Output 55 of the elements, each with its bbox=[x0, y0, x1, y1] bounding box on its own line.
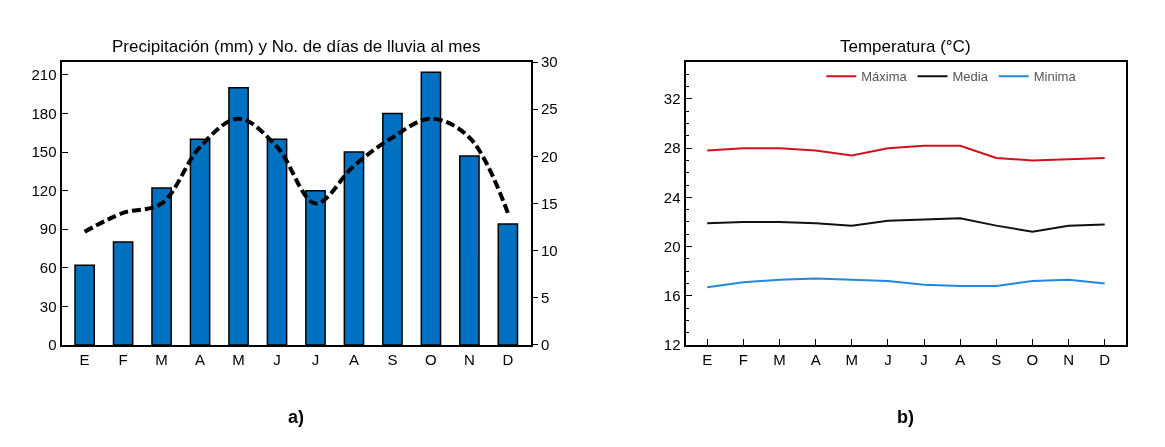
line-series bbox=[706, 217, 1106, 233]
x-tick-label: F bbox=[738, 350, 748, 368]
y2-tick-label: 0 bbox=[540, 336, 550, 354]
legend-label: Media bbox=[952, 69, 989, 85]
x-tick-label: J bbox=[920, 350, 928, 368]
x-tick-label: M bbox=[845, 350, 859, 368]
y-tick-label: 150 bbox=[31, 143, 57, 161]
x-tick-label: E bbox=[79, 350, 90, 368]
y-tick-label: 30 bbox=[39, 297, 57, 315]
chart-title: Precipitación (mm) y No. de días de lluvia al mes bbox=[112, 37, 481, 56]
y-tick-label: 120 bbox=[31, 181, 57, 199]
x-tick-label: S bbox=[387, 350, 398, 368]
x-tick-label: N bbox=[463, 350, 475, 368]
y-tick-label: 20 bbox=[663, 237, 681, 255]
x-tick-label: A bbox=[348, 350, 359, 368]
y-tick-label: 60 bbox=[39, 259, 57, 277]
y2-tick-label: 30 bbox=[540, 53, 558, 71]
x-tick-label: N bbox=[1063, 350, 1074, 368]
line-series bbox=[706, 277, 1106, 289]
y-tick-label: 90 bbox=[39, 220, 57, 238]
x-tick-label: A bbox=[955, 350, 966, 368]
x-tick-label: M bbox=[232, 350, 245, 368]
y2-tick-label: 20 bbox=[540, 147, 558, 165]
text: a) bbox=[288, 407, 305, 427]
x-tick-label: S bbox=[991, 350, 1002, 368]
x-tick-label: O bbox=[425, 350, 437, 368]
chart-title: Temperatura (°C) bbox=[840, 37, 971, 56]
y2-tick-label: 25 bbox=[540, 100, 558, 118]
y-tick-label: 180 bbox=[31, 104, 57, 122]
x-tick-label: J bbox=[273, 350, 281, 368]
x-tick-label: A bbox=[810, 350, 821, 368]
y2-tick-label: 10 bbox=[540, 241, 558, 259]
y-tick-label: 0 bbox=[48, 336, 57, 354]
line-series bbox=[706, 144, 1106, 162]
y-tick-label: 12 bbox=[663, 336, 681, 354]
x-tick-label: D bbox=[502, 350, 514, 368]
x-tick-label: O bbox=[1026, 350, 1039, 368]
x-tick-label: F bbox=[118, 350, 128, 368]
x-tick-label: D bbox=[1099, 350, 1111, 368]
x-tick-label: J bbox=[884, 350, 892, 368]
y-tick-label: 28 bbox=[663, 139, 681, 157]
legend-label: Máxima bbox=[861, 69, 908, 85]
y2-tick-label: 5 bbox=[540, 289, 550, 307]
x-tick-label: M bbox=[155, 350, 168, 368]
x-tick-label: E bbox=[702, 350, 713, 368]
text: b) bbox=[897, 407, 914, 427]
y-tick-label: 16 bbox=[663, 287, 681, 304]
y-tick-label: 210 bbox=[31, 66, 57, 84]
y2-tick-label: 15 bbox=[540, 194, 558, 212]
x-tick-label: J bbox=[311, 350, 320, 368]
y-tick-label: 24 bbox=[663, 188, 681, 206]
legend-label: Minima bbox=[1033, 69, 1077, 85]
x-tick-label: M bbox=[773, 350, 786, 368]
x-tick-label: A bbox=[195, 350, 206, 368]
y-tick-label: 32 bbox=[663, 90, 681, 108]
